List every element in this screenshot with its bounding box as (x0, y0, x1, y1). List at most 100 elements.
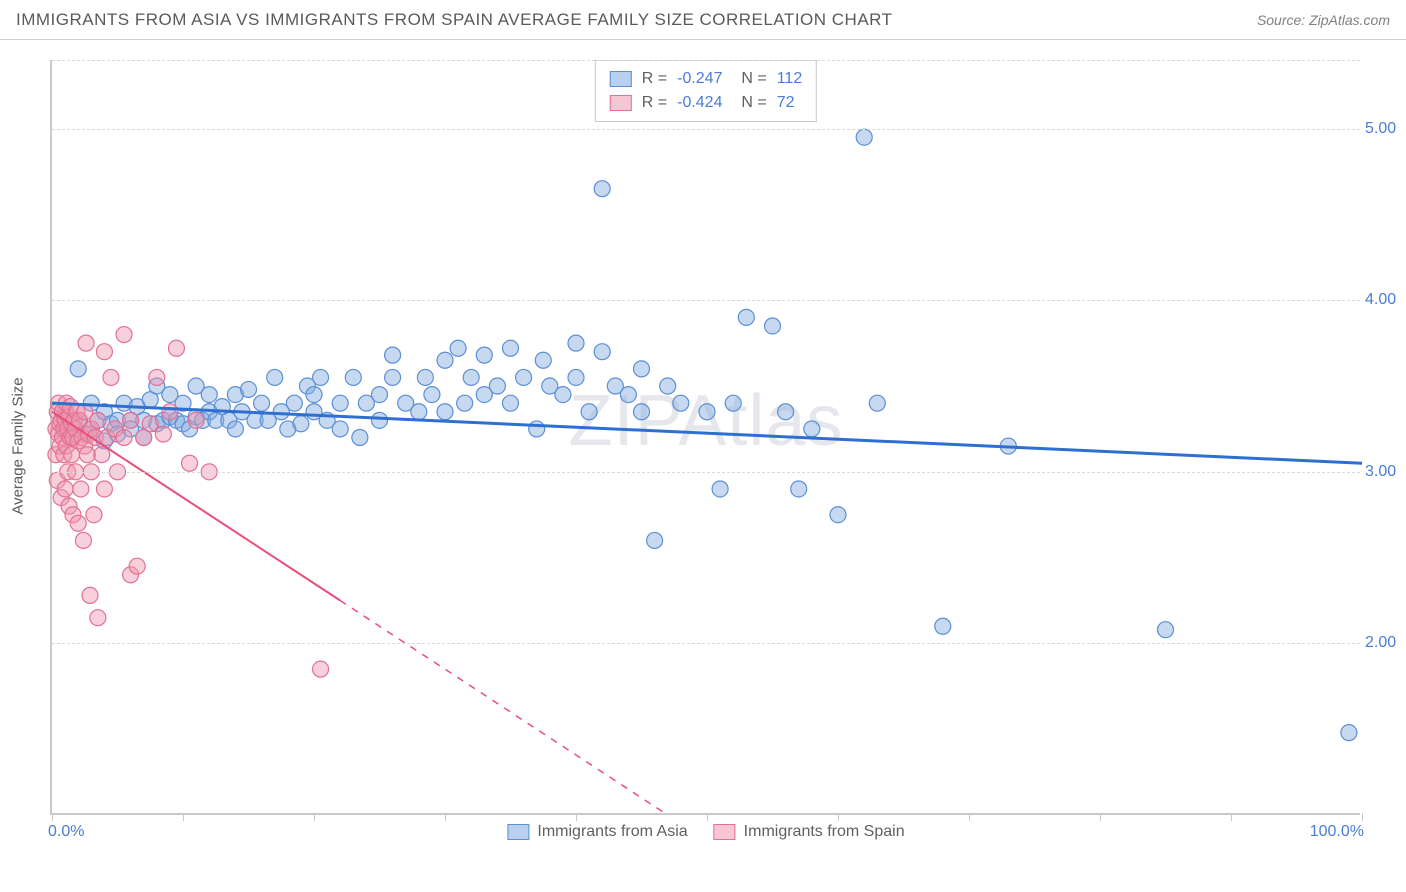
x-tick-mark (183, 813, 184, 821)
data-point-asia (581, 404, 597, 420)
y-axis-title: Average Family Size (10, 377, 27, 514)
data-point-asia (830, 507, 846, 523)
series-legend: Immigrants from Asia Immigrants from Spa… (507, 823, 904, 841)
y-tick-label: 2.00 (1365, 634, 1406, 652)
correlation-legend: R = -0.247 N = 112 R = -0.424 N = 72 (595, 60, 817, 122)
data-point-asia (463, 369, 479, 385)
data-point-asia (516, 369, 532, 385)
data-point-asia (647, 532, 663, 548)
legend-n-label: N = (732, 91, 766, 115)
data-point-asia (424, 387, 440, 403)
series-legend-asia: Immigrants from Asia (507, 823, 687, 841)
data-point-asia (352, 430, 368, 446)
data-point-asia (529, 421, 545, 437)
x-tick-mark (52, 813, 53, 821)
x-tick-mark (969, 813, 970, 821)
data-point-asia (293, 416, 309, 432)
legend-spain-r: -0.424 (677, 91, 722, 115)
data-point-asia (555, 387, 571, 403)
x-tick-mark (1362, 813, 1363, 821)
legend-n-label: N = (732, 67, 766, 91)
data-point-asia (673, 395, 689, 411)
data-point-asia (201, 387, 217, 403)
gridline (52, 472, 1360, 473)
legend-asia-n: 112 (777, 67, 803, 91)
data-point-asia (332, 395, 348, 411)
data-point-asia (457, 395, 473, 411)
data-point-spain (73, 481, 89, 497)
data-point-asia (869, 395, 885, 411)
data-point-spain (162, 404, 178, 420)
series-swatch-asia (507, 824, 529, 840)
data-point-asia (594, 344, 610, 360)
x-tick-left: 0.0% (48, 823, 84, 841)
data-point-asia (568, 335, 584, 351)
data-point-asia (70, 361, 86, 377)
data-point-spain (96, 344, 112, 360)
data-point-asia (725, 395, 741, 411)
data-point-spain (90, 412, 106, 428)
data-point-spain (149, 369, 165, 385)
data-point-asia (594, 181, 610, 197)
data-point-asia (372, 412, 388, 428)
trend-line-dashed-spain (340, 601, 668, 815)
data-point-asia (503, 340, 519, 356)
data-point-asia (935, 618, 951, 634)
data-point-spain (313, 661, 329, 677)
data-point-spain (116, 327, 132, 343)
x-tick-mark (1231, 813, 1232, 821)
data-point-spain (86, 507, 102, 523)
data-point-spain (188, 412, 204, 428)
data-point-spain (182, 455, 198, 471)
data-point-spain (123, 412, 139, 428)
source-credit: Source: ZipAtlas.com (1257, 12, 1390, 28)
data-point-asia (620, 387, 636, 403)
data-point-asia (227, 421, 243, 437)
data-point-asia (385, 369, 401, 385)
data-point-asia (286, 395, 302, 411)
data-point-asia (437, 352, 453, 368)
gridline (52, 643, 1360, 644)
data-point-asia (450, 340, 466, 356)
header-bar: IMMIGRANTS FROM ASIA VS IMMIGRANTS FROM … (0, 0, 1406, 40)
data-point-asia (804, 421, 820, 437)
data-point-asia (778, 404, 794, 420)
legend-asia-r: -0.247 (677, 67, 722, 91)
data-point-asia (385, 347, 401, 363)
data-point-asia (856, 129, 872, 145)
x-tick-mark (314, 813, 315, 821)
series-label-asia: Immigrants from Asia (537, 823, 687, 841)
x-tick-mark (1100, 813, 1101, 821)
data-point-asia (332, 421, 348, 437)
y-tick-label: 4.00 (1365, 291, 1406, 309)
data-point-asia (699, 404, 715, 420)
x-tick-right: 100.0% (1310, 823, 1364, 841)
data-point-asia (634, 404, 650, 420)
data-point-spain (155, 426, 171, 442)
x-tick-mark (707, 813, 708, 821)
data-point-spain (90, 610, 106, 626)
data-point-asia (476, 347, 492, 363)
x-tick-mark (838, 813, 839, 821)
data-point-asia (417, 369, 433, 385)
data-point-spain (129, 558, 145, 574)
data-point-asia (1158, 622, 1174, 638)
data-point-asia (791, 481, 807, 497)
plot-area: ZIPAtlas R = -0.247 N = 112 R = -0.424 N… (50, 60, 1360, 815)
data-point-asia (535, 352, 551, 368)
data-point-asia (568, 369, 584, 385)
data-point-asia (765, 318, 781, 334)
data-point-asia (306, 387, 322, 403)
data-point-asia (241, 381, 257, 397)
legend-row-spain: R = -0.424 N = 72 (610, 91, 802, 115)
data-point-asia (254, 395, 270, 411)
y-tick-label: 3.00 (1365, 463, 1406, 481)
chart-svg (52, 60, 1360, 813)
data-point-spain (70, 515, 86, 531)
chart-title: IMMIGRANTS FROM ASIA VS IMMIGRANTS FROM … (16, 10, 893, 30)
legend-r-label: R = (642, 67, 667, 91)
data-point-asia (738, 309, 754, 325)
data-point-spain (75, 532, 91, 548)
data-point-asia (503, 395, 519, 411)
data-point-spain (168, 340, 184, 356)
